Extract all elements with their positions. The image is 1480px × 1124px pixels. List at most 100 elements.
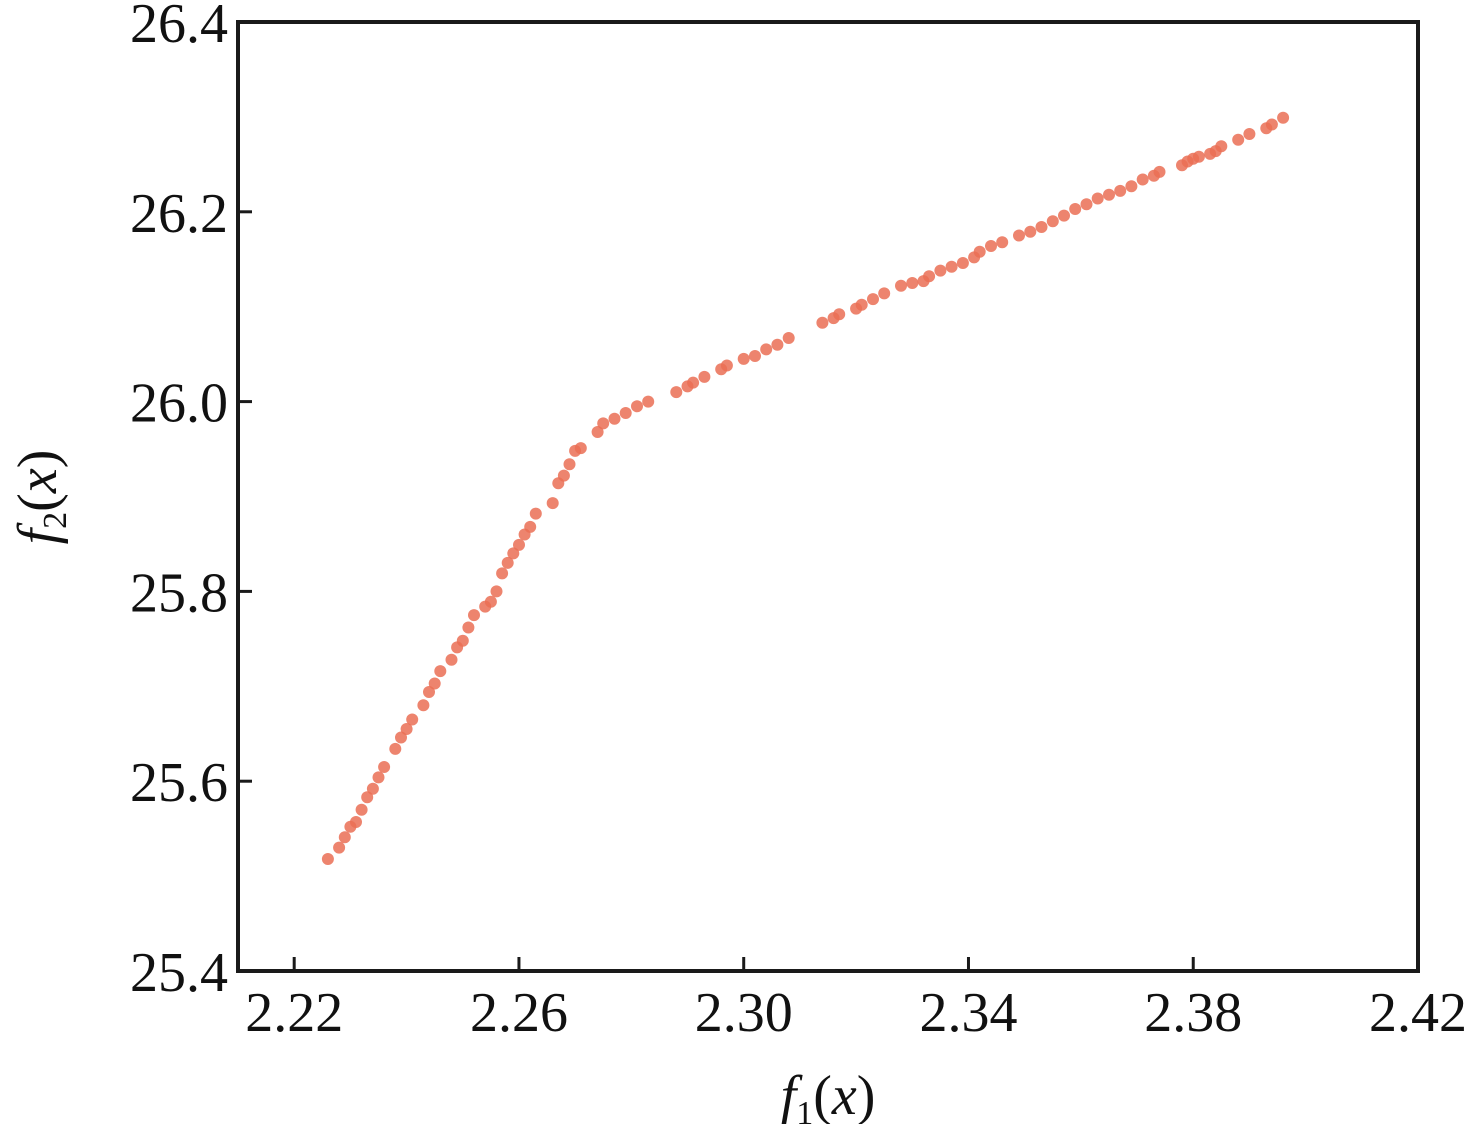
data-point xyxy=(1091,192,1104,205)
y-tick-label: 26.4 xyxy=(130,0,228,55)
data-point xyxy=(619,407,632,419)
y-tick-label: 25.8 xyxy=(130,562,228,624)
data-point xyxy=(973,245,986,258)
y-tick-label: 25.6 xyxy=(130,752,228,814)
data-point xyxy=(428,677,441,690)
data-point xyxy=(956,257,969,269)
data-point xyxy=(417,699,430,712)
data-point xyxy=(1058,209,1070,222)
data-point xyxy=(608,412,621,425)
plot-frame xyxy=(236,20,1420,973)
data-point xyxy=(1080,198,1093,211)
data-point xyxy=(737,352,750,365)
data-point xyxy=(563,458,576,471)
data-point xyxy=(855,298,868,311)
data-point xyxy=(546,497,559,510)
data-point xyxy=(366,782,379,795)
data-point xyxy=(496,567,509,580)
data-point xyxy=(1232,133,1245,146)
data-point xyxy=(507,547,520,560)
data-point xyxy=(1136,173,1149,186)
data-point xyxy=(1265,118,1278,131)
data-point xyxy=(361,791,374,804)
data-point xyxy=(557,469,570,482)
data-point xyxy=(400,723,413,735)
data-point xyxy=(1035,221,1048,233)
data-point xyxy=(395,731,407,744)
y-tick-label: 25.4 xyxy=(130,942,228,1004)
data-point xyxy=(895,279,907,292)
data-point xyxy=(597,417,610,430)
data-point xyxy=(1277,111,1290,124)
data-point xyxy=(355,803,368,816)
data-point xyxy=(816,316,829,329)
data-point xyxy=(462,621,475,634)
data-point xyxy=(1215,140,1228,153)
y-tick-label: 26.0 xyxy=(130,373,228,435)
data-point xyxy=(338,831,351,844)
data-point xyxy=(445,653,458,666)
data-point xyxy=(923,270,936,283)
ticks-layer xyxy=(238,20,1420,973)
data-point xyxy=(372,771,385,784)
x-tick-label: 2.30 xyxy=(695,982,793,1044)
y-axis-label: f2(x) xyxy=(7,450,74,545)
data-point xyxy=(985,240,997,252)
x-tick-label: 2.26 xyxy=(470,982,568,1044)
data-point xyxy=(574,442,587,455)
data-point xyxy=(687,376,700,389)
tick-labels-layer: 2.22 2.26 2.30 2.34 2.38 2.42 25.4 25.6 25.8 26.0… xyxy=(130,0,1467,1044)
data-point xyxy=(906,277,919,289)
data-point xyxy=(378,761,391,773)
data-point xyxy=(720,359,733,372)
points-layer xyxy=(321,111,1290,865)
data-point xyxy=(321,853,334,865)
x-tick-label: 2.38 xyxy=(1144,982,1242,1044)
data-point xyxy=(1069,203,1082,215)
data-point xyxy=(698,370,711,383)
data-point xyxy=(513,538,525,551)
data-point xyxy=(423,686,435,698)
data-point xyxy=(1125,180,1138,193)
data-point xyxy=(484,595,497,608)
data-point xyxy=(1114,184,1127,197)
data-point xyxy=(468,609,480,622)
data-point xyxy=(591,426,604,438)
data-point xyxy=(524,520,537,533)
data-point xyxy=(529,507,542,520)
data-point xyxy=(771,338,784,351)
data-point xyxy=(867,293,879,306)
data-point xyxy=(434,665,447,678)
data-point xyxy=(490,585,503,598)
x-axis-label: f1(x) xyxy=(781,1065,876,1124)
data-point xyxy=(406,713,419,726)
data-point xyxy=(350,816,362,828)
data-point xyxy=(670,386,683,399)
data-point xyxy=(389,742,402,755)
data-point xyxy=(749,350,761,362)
data-point xyxy=(934,264,947,277)
x-tick-label: 2.42 xyxy=(1369,982,1467,1044)
data-point xyxy=(631,400,643,413)
data-point xyxy=(1103,188,1115,201)
data-point xyxy=(878,287,891,300)
x-tick-label: 2.34 xyxy=(919,982,1017,1044)
data-point xyxy=(945,260,958,273)
data-point xyxy=(1153,165,1166,178)
x-tick-label: 2.22 xyxy=(245,982,343,1044)
data-point xyxy=(642,395,655,408)
data-point xyxy=(1046,215,1059,228)
data-point xyxy=(501,556,514,569)
data-point xyxy=(760,343,773,356)
data-point xyxy=(1024,225,1037,238)
data-point xyxy=(1192,150,1205,163)
y-tick-label: 26.2 xyxy=(130,183,228,245)
data-point xyxy=(1243,128,1256,140)
data-point xyxy=(996,236,1009,249)
data-point xyxy=(1013,229,1025,242)
data-point xyxy=(333,841,346,854)
data-point xyxy=(782,332,795,344)
data-point xyxy=(833,308,846,321)
data-point xyxy=(456,634,469,647)
